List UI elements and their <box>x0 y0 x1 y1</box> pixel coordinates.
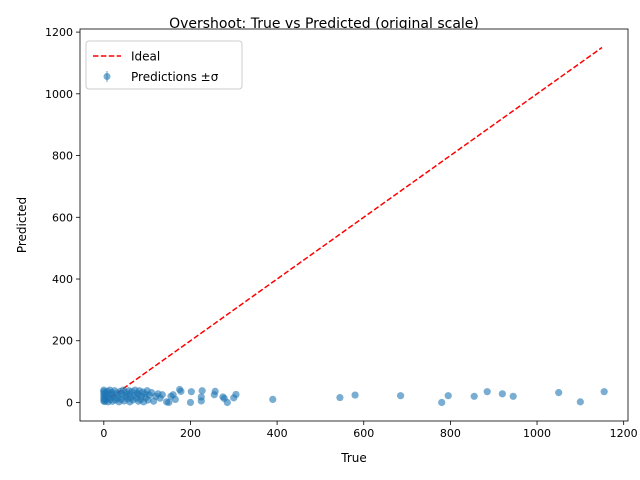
ideal-line-layer <box>103 46 603 404</box>
prediction-point <box>211 387 219 395</box>
prediction-point <box>438 398 446 407</box>
x-tick-label: 0 <box>100 427 107 440</box>
prediction-point <box>187 388 195 396</box>
prediction-point <box>177 387 185 395</box>
prediction-point <box>198 387 206 395</box>
prediction-point <box>576 398 584 406</box>
y-axis-ticks: 0 200 400 600 800 1000 1200 <box>45 26 80 409</box>
legend-predictions-marker <box>103 73 111 80</box>
prediction-point <box>509 392 517 400</box>
prediction-point <box>186 398 195 407</box>
legend: Ideal Predictions ±σ <box>85 40 243 90</box>
prediction-point <box>444 392 452 400</box>
x-axis-ticks: 0 200 400 600 800 1000 1200 <box>100 421 638 440</box>
y-tick-label: 0 <box>66 396 73 409</box>
y-axis-label: Predicted <box>15 197 29 253</box>
legend-ideal-label: Ideal <box>131 50 160 64</box>
prediction-point <box>269 395 277 403</box>
y-tick-label: 800 <box>52 150 73 163</box>
prediction-point <box>171 395 179 403</box>
chart-title: Overshoot: True vs Predicted (original s… <box>169 16 479 32</box>
y-tick-label: 1000 <box>45 88 73 101</box>
plot-border <box>79 28 629 422</box>
prediction-point <box>396 392 405 400</box>
prediction-point <box>483 388 491 396</box>
x-tick-label: 800 <box>440 427 461 440</box>
prediction-point <box>223 398 231 407</box>
plot-area <box>79 28 629 422</box>
x-tick-label: 200 <box>180 427 201 440</box>
y-tick-label: 1200 <box>45 26 73 39</box>
prediction-point <box>336 393 344 402</box>
ideal-line <box>103 46 603 404</box>
x-tick-label: 1200 <box>610 427 638 440</box>
legend-box <box>85 40 243 90</box>
prediction-point <box>158 391 166 399</box>
prediction-point <box>470 392 478 400</box>
x-tick-label: 1000 <box>523 427 551 440</box>
x-tick-label: 600 <box>353 427 374 440</box>
prediction-point <box>232 390 240 399</box>
x-axis-label: True <box>340 451 367 465</box>
points-layer <box>100 385 608 407</box>
prediction-point <box>165 398 173 407</box>
prediction-point <box>555 389 563 397</box>
y-tick-label: 600 <box>52 211 73 224</box>
prediction-point <box>197 393 205 401</box>
prediction-point <box>351 391 359 399</box>
legend-predictions-label: Predictions ±σ <box>131 70 219 84</box>
y-tick-label: 400 <box>52 273 73 286</box>
x-tick-label: 400 <box>267 427 288 440</box>
y-tick-label: 200 <box>52 335 73 348</box>
prediction-point <box>498 390 506 398</box>
prediction-point <box>600 388 608 396</box>
